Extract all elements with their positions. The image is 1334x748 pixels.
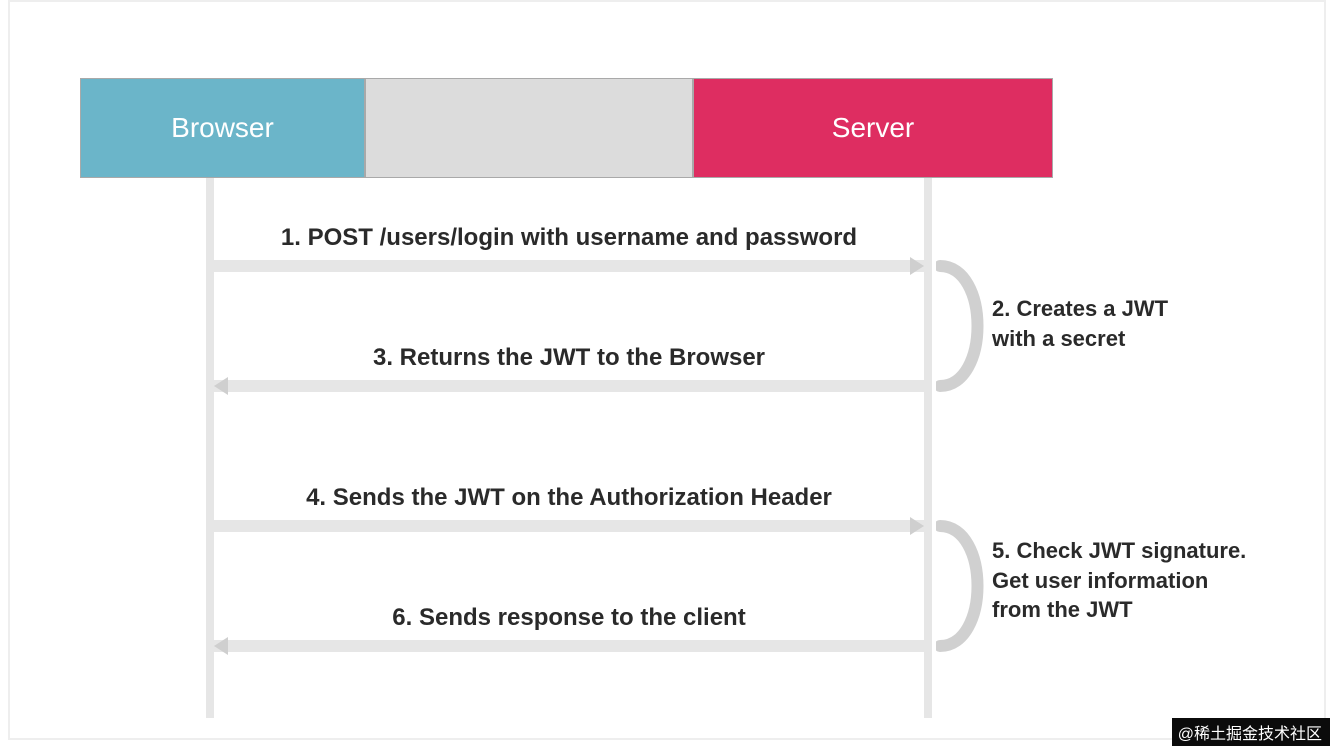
browser-lifeline	[206, 178, 214, 718]
page-root: Browser Server 1. POST /users/login with…	[0, 0, 1334, 748]
browser-header: Browser	[80, 78, 365, 178]
arrowhead-right-icon	[910, 257, 924, 275]
annotation-line: 5. Check JWT signature.	[992, 536, 1312, 566]
annotation-curve-icon	[936, 516, 996, 656]
message-arrow-bar	[214, 520, 924, 532]
server-label: Server	[832, 112, 914, 144]
watermark-text: @稀土掘金技术社区	[1178, 726, 1322, 743]
message-label: 3. Returns the JWT to the Browser	[210, 344, 928, 372]
message-label: 1. POST /users/login with username and p…	[210, 224, 928, 252]
message-arrow-bar	[214, 260, 924, 272]
annotation-text: 5. Check JWT signature.Get user informat…	[992, 536, 1312, 625]
message-arrow-bar	[214, 380, 924, 392]
message-arrow-bar	[214, 640, 924, 652]
browser-label: Browser	[171, 112, 274, 144]
arrowhead-left-icon	[214, 377, 228, 395]
annotation-line: with a secret	[992, 324, 1292, 354]
watermark-badge: @稀土掘金技术社区	[1172, 718, 1330, 746]
server-header: Server	[693, 78, 1053, 178]
message-label: 4. Sends the JWT on the Authorization He…	[210, 484, 928, 512]
annotation-text: 2. Creates a JWTwith a secret	[992, 294, 1292, 353]
gap-header	[365, 78, 693, 178]
annotation-curve-icon	[936, 256, 996, 396]
annotation-line: 2. Creates a JWT	[992, 294, 1292, 324]
arrowhead-left-icon	[214, 637, 228, 655]
annotation-line: Get user information	[992, 566, 1312, 596]
arrowhead-right-icon	[910, 517, 924, 535]
annotation-line: from the JWT	[992, 595, 1312, 625]
message-label: 6. Sends response to the client	[210, 604, 928, 632]
server-lifeline	[924, 178, 932, 718]
